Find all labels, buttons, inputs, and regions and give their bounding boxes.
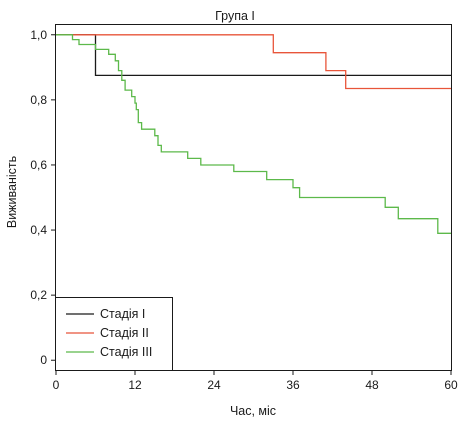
legend-items: Стадія І Стадія ІІ Стадія ІІІ bbox=[66, 307, 152, 359]
plot-frame bbox=[55, 24, 452, 371]
x-tick-label: 12 bbox=[128, 378, 142, 392]
y-tick-label: 1,0 bbox=[30, 28, 47, 42]
x-tick-label: 60 bbox=[444, 378, 458, 392]
y-axis-label: Виживаність bbox=[5, 156, 19, 228]
x-tick-label: 0 bbox=[53, 378, 60, 392]
chart-title: Група І bbox=[215, 9, 255, 23]
x-tick-label: 24 bbox=[207, 378, 221, 392]
y-tick-label: 0 bbox=[40, 353, 47, 367]
series-line-stage-3 bbox=[56, 34, 451, 234]
x-tick-label: 48 bbox=[365, 378, 379, 392]
y-tick-label: 0,8 bbox=[30, 93, 47, 107]
series-lines bbox=[56, 34, 451, 234]
legend-box bbox=[55, 297, 173, 371]
y-tick-label: 0,6 bbox=[30, 158, 47, 172]
y-axis-ticks: 0 0,2 0,4 0,6 0,8 1,0 bbox=[30, 28, 56, 367]
x-axis-ticks: 0 12 24 36 48 60 bbox=[53, 370, 458, 392]
y-tick-label: 0,2 bbox=[30, 288, 47, 302]
legend-label: Стадія І bbox=[100, 307, 145, 321]
legend: Стадія І Стадія ІІ Стадія ІІІ bbox=[55, 297, 173, 371]
x-axis-label: Час, міс bbox=[230, 404, 276, 418]
legend-label: Стадія ІІ bbox=[100, 326, 149, 340]
series-line-stage-2 bbox=[56, 34, 451, 90]
y-tick-label: 0,4 bbox=[30, 223, 47, 237]
legend-label: Стадія ІІІ bbox=[100, 345, 152, 359]
x-tick-label: 36 bbox=[286, 378, 300, 392]
